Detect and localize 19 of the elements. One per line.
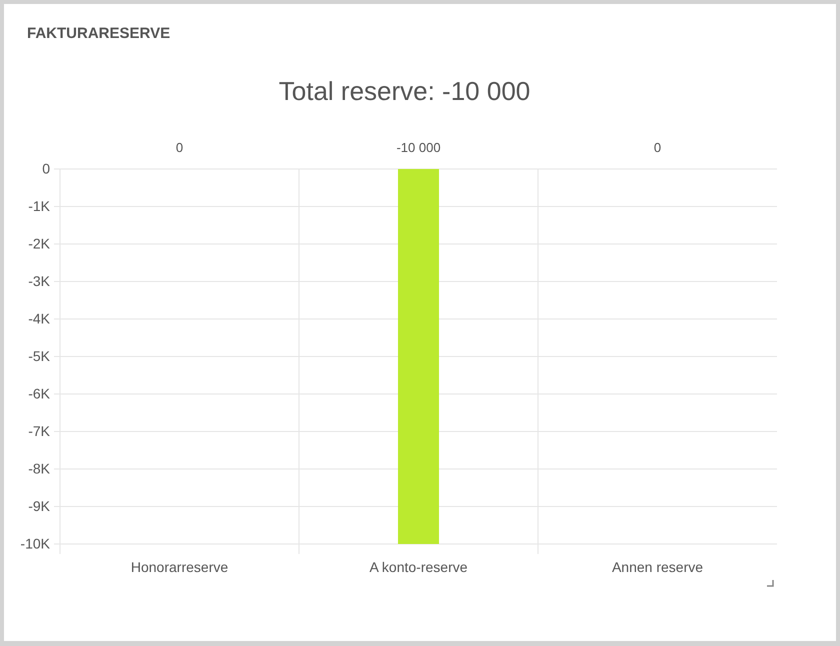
data-label: 0 <box>654 140 662 155</box>
y-tick-label: -5K <box>28 348 51 364</box>
y-tick-label: -4K <box>28 310 51 326</box>
y-tick-label: -3K <box>28 272 51 289</box>
x-tick-label: Annen reserve <box>612 558 704 575</box>
y-tick-label: -10K <box>20 535 51 552</box>
y-tick-label: -1K <box>28 198 51 214</box>
y-tick-label: -2K <box>28 235 51 252</box>
y-tick-label: -7K <box>28 422 51 439</box>
chart-subtitle: Total reserve: -10 000 <box>278 76 530 106</box>
y-tick-label: -9K <box>28 498 51 514</box>
y-tick-label: -8K <box>28 460 51 476</box>
y-tick-label: 0 <box>42 160 50 176</box>
chart-title: FAKTURARESERVE <box>27 25 170 42</box>
data-label: -10 000 <box>396 140 441 155</box>
x-tick-label: A konto-reserve <box>369 558 468 575</box>
x-tick-label: Honorarreserve <box>130 558 228 575</box>
data-label: 0 <box>176 140 184 155</box>
y-tick-label: -6K <box>28 385 51 402</box>
